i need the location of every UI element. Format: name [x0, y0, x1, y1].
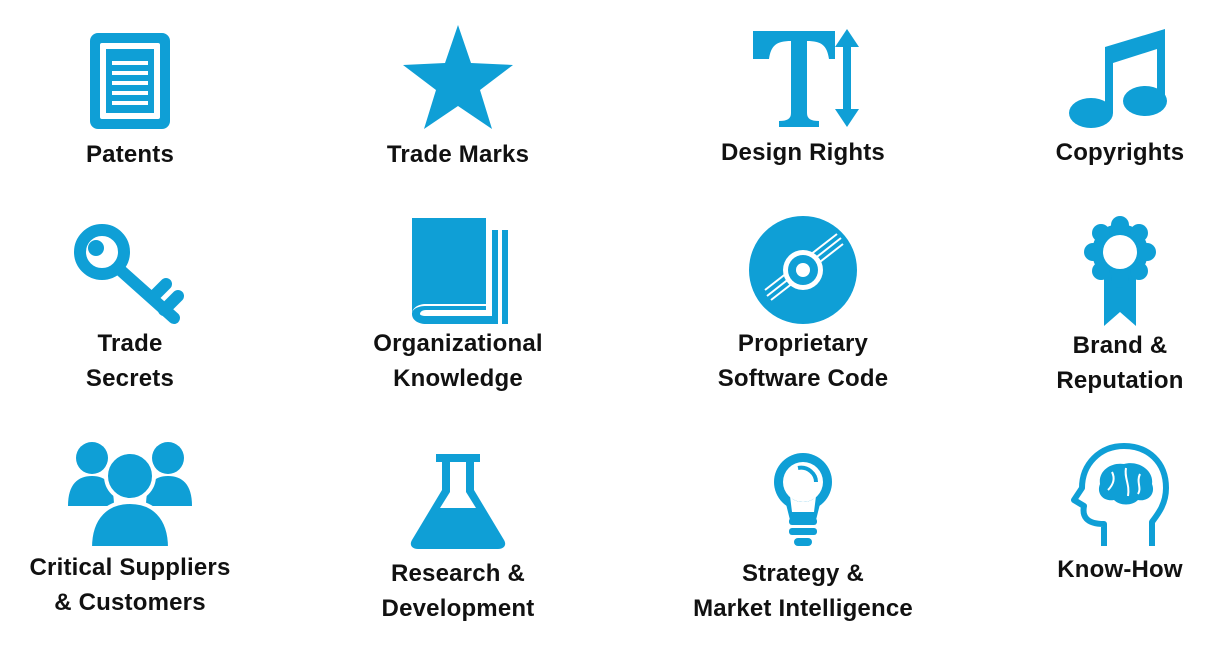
item-design-rights: Design Rights — [673, 25, 933, 170]
star-icon — [403, 25, 513, 129]
music-note-icon — [1069, 29, 1167, 128]
item-proprietary-software-code: Proprietary Software Code — [673, 214, 933, 396]
item-label: Trade Secrets — [85, 330, 175, 392]
item-label: Organizational Knowledge — [373, 330, 543, 392]
item-label: Research & Development — [381, 560, 535, 622]
item-label: Copyrights — [1055, 139, 1185, 166]
book-icon — [412, 218, 508, 324]
item-label: Patents — [85, 141, 175, 168]
item-know-how: Know-How — [990, 440, 1210, 587]
item-label: Proprietary Software Code — [717, 330, 889, 392]
item-strategy-market-intelligence: Strategy & Market Intelligence — [673, 452, 933, 626]
item-label: Brand & Reputation — [1056, 332, 1184, 394]
item-trade-marks: Trade Marks — [328, 25, 588, 172]
item-copyrights: Copyrights — [990, 25, 1210, 170]
item-organizational-knowledge: Organizational Knowledge — [328, 214, 588, 396]
item-label: Critical Suppliers & Customers — [29, 554, 231, 616]
item-brand-reputation: Brand & Reputation — [990, 216, 1210, 398]
document-icon — [90, 33, 170, 129]
item-label: Trade Marks — [386, 141, 530, 168]
item-patents: Patents — [0, 25, 260, 172]
group-icon — [68, 442, 192, 550]
lightbulb-icon — [774, 453, 832, 546]
item-critical-suppliers: Critical Suppliers & Customers — [0, 440, 260, 620]
item-label: Design Rights — [721, 139, 885, 166]
flask-icon — [410, 454, 506, 549]
head-brain-icon — [1071, 443, 1169, 546]
item-label: Know-How — [1057, 556, 1183, 583]
item-research-development: Research & Development — [328, 452, 588, 626]
item-label: Strategy & Market Intelligence — [693, 560, 913, 622]
item-trade-secrets: Trade Secrets — [0, 218, 260, 396]
award-ribbon-icon — [1084, 216, 1156, 326]
key-icon — [74, 224, 184, 324]
disc-icon — [749, 216, 857, 324]
text-size-icon — [753, 29, 859, 127]
